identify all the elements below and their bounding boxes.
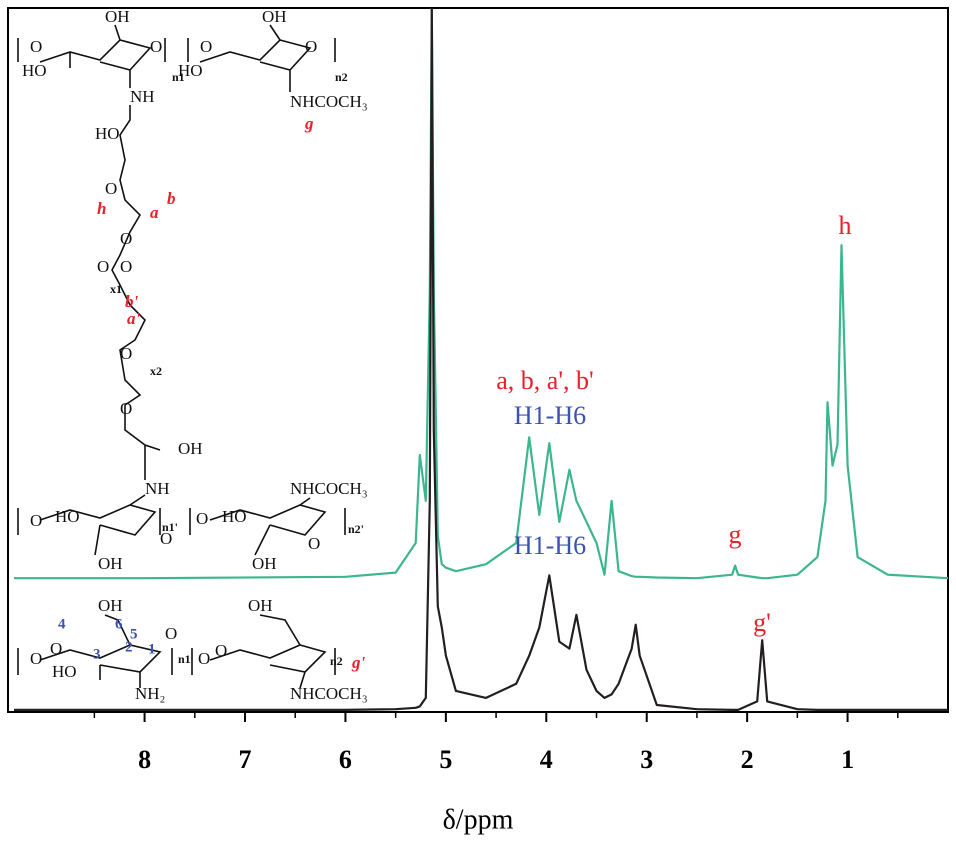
structure-label: 4	[58, 616, 66, 632]
structure-label: NH	[145, 479, 170, 498]
bracket	[17, 648, 336, 675]
structure-label: HO	[222, 507, 247, 526]
annotation: g	[729, 520, 742, 549]
x-tick-label: 1	[841, 745, 854, 774]
structure-label: OH	[98, 596, 123, 615]
x-tick-label: 8	[138, 745, 151, 774]
x-tick-label: 3	[640, 745, 653, 774]
ring	[209, 614, 327, 689]
structure-label: x2	[150, 364, 162, 378]
structure-label: O	[305, 37, 317, 56]
structure-label: NHCOCH₃	[290, 92, 368, 111]
x-axis-label: δ/ppm	[443, 804, 514, 835]
structure-label: HO	[55, 507, 80, 526]
structure-label: O	[120, 257, 132, 276]
structure-label: n1	[178, 652, 191, 666]
annotation: h	[839, 211, 852, 240]
structure-label: 6	[115, 616, 123, 632]
structure-label: OH	[262, 7, 287, 26]
structure-label: OH	[98, 554, 123, 573]
structure-label: O	[198, 649, 210, 668]
structure-label: n2	[330, 654, 343, 668]
structure-label: O	[30, 649, 42, 668]
structure-label: b'	[125, 292, 139, 311]
structure-label: HO	[178, 61, 203, 80]
structure-label: NHCOCH₃	[290, 684, 368, 703]
ring	[39, 24, 152, 88]
structure-label: HO	[22, 61, 47, 80]
ring	[209, 497, 327, 556]
bracket	[17, 38, 336, 62]
structure-label: 2	[125, 639, 133, 655]
structure-label: O	[165, 624, 177, 643]
structure-label: 3	[93, 646, 101, 662]
structure-label: n2'	[348, 522, 364, 536]
structure-label: OH	[252, 554, 277, 573]
structure-label: NH	[130, 87, 155, 106]
structure-label: OH	[248, 596, 273, 615]
structure-label: NHCOCH₃	[290, 479, 368, 498]
structure-label: O	[120, 229, 132, 248]
structure-label: O	[150, 37, 162, 56]
structure-label: O	[196, 509, 208, 528]
structure-label: 1	[148, 641, 156, 657]
spectrum-line	[14, 8, 948, 580]
annotation: g'	[753, 608, 771, 637]
ring	[199, 24, 312, 92]
structure-label: O	[120, 399, 132, 418]
x-tick-label: 2	[741, 745, 754, 774]
annotation: H1-H6	[514, 531, 586, 560]
x-tick-label: 7	[239, 745, 252, 774]
annotation: H1-H6	[514, 401, 586, 430]
structure-label: O	[30, 511, 42, 530]
structure-label: O	[50, 639, 62, 658]
structure-label: O	[215, 641, 227, 660]
structure-label: O	[308, 534, 320, 553]
bracket	[17, 508, 346, 535]
structure-drawing	[17, 24, 346, 689]
structure-label: g'	[351, 653, 366, 672]
structure-label: OH	[105, 7, 130, 26]
x-tick-label: 4	[540, 745, 553, 774]
structure-label: 5	[130, 626, 138, 642]
structure-label: OH	[178, 439, 203, 458]
annotation: a, b, a', b'	[496, 366, 593, 395]
plot-area	[14, 8, 948, 712]
structure-label: HO	[95, 124, 120, 143]
x-tick-label: 5	[439, 745, 452, 774]
structure-label: O	[120, 344, 132, 363]
structure-label: HO	[52, 662, 77, 681]
structure-label: b	[167, 189, 176, 208]
structure-label: O	[97, 257, 109, 276]
structure-label: NH₂	[135, 684, 165, 703]
structure-label: h	[97, 199, 106, 218]
structure-label: a	[150, 203, 159, 222]
structure-label: g	[304, 114, 314, 133]
linker	[111, 105, 161, 480]
structure-label: n2	[335, 70, 348, 84]
structure-label: O	[160, 529, 172, 548]
structure-label: a'	[127, 309, 141, 328]
ring	[39, 494, 157, 556]
spectrum-line	[14, 8, 948, 712]
x-tick-label: 6	[339, 745, 352, 774]
structure-label: O	[200, 37, 212, 56]
structure-label: n1'	[162, 520, 178, 534]
structure-label: n1	[172, 70, 185, 84]
structure-label: O	[30, 37, 42, 56]
plot-frame	[7, 7, 949, 713]
structure-label: O	[105, 179, 117, 198]
ring	[39, 614, 162, 688]
structure-label: x1	[110, 282, 122, 296]
